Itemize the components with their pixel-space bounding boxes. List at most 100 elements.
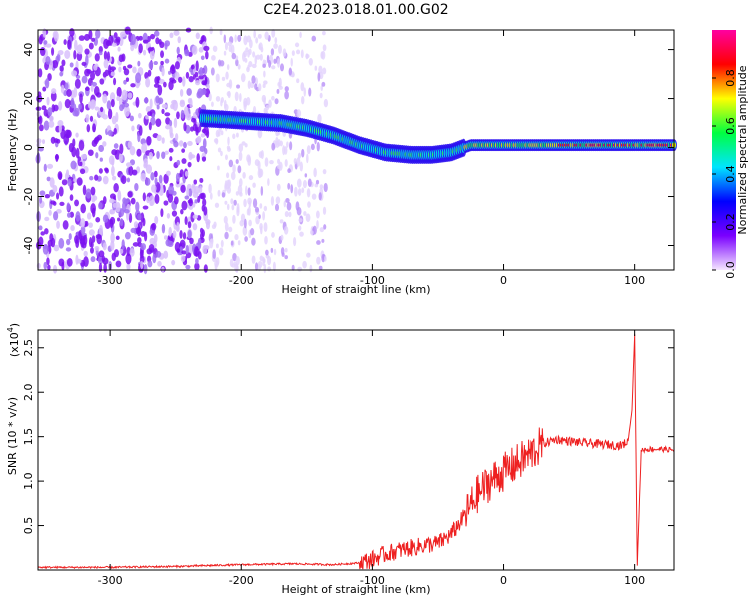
spectrogram-cell <box>135 201 140 212</box>
spectrogram-cell <box>80 225 86 235</box>
spectrogram-cell <box>238 151 243 161</box>
y-tick-label: 2.5 <box>22 339 35 357</box>
spectrogram-cell <box>140 173 147 182</box>
spectrogram-cell <box>237 34 242 42</box>
spectrogram-cell <box>111 149 118 156</box>
spectrogram-cell <box>305 53 310 59</box>
spectrogram-cell <box>39 196 43 204</box>
spectrogram-cell <box>227 41 233 47</box>
spectrogram-cell <box>180 255 186 262</box>
spectrogram-cell <box>46 257 50 266</box>
spectrogram-cell <box>55 153 59 162</box>
spectrogram-cell <box>153 233 158 244</box>
y-tick-label: 0 <box>22 144 35 151</box>
snr-panel: -300 -200 -100 0 100 0.5 1.0 1.5 2.0 2.5 Height … <box>6 323 675 596</box>
spectrogram-cell <box>274 203 280 212</box>
spectrogram-cell <box>224 200 228 205</box>
spectrogram-cell <box>52 60 59 69</box>
spectrogram-cell <box>214 202 220 208</box>
spectrogram-cell <box>150 116 156 126</box>
spectrogram-cell <box>317 72 321 82</box>
spectrogram-cell <box>129 115 134 122</box>
spectrogram-cell <box>255 37 259 44</box>
spectrogram-cell <box>79 168 86 175</box>
spectrogram-cell <box>44 78 50 89</box>
spectrogram-cell <box>230 171 236 181</box>
spectrogram-cell <box>233 199 237 206</box>
spectrogram-cell <box>171 99 178 105</box>
spectrogram-cell <box>259 255 264 262</box>
spectrogram-cell <box>323 255 327 262</box>
spectrogram-cell <box>301 95 305 105</box>
spectrogram-cell <box>113 32 118 39</box>
spectrogram-cell <box>184 49 190 57</box>
spectrogram-cell <box>244 57 248 63</box>
spectrogram-cell <box>169 32 174 39</box>
spectrogram-cell <box>234 233 239 241</box>
spectrogram-cell <box>242 225 248 236</box>
spectrogram-cell <box>322 30 326 36</box>
spectrogram-cell <box>35 106 42 111</box>
spectrogram-cell <box>232 252 237 262</box>
spectrogram-cell <box>257 33 262 39</box>
spectrogram-cell <box>73 178 78 183</box>
spectrogram-cell <box>123 209 130 214</box>
spectrogram-cell <box>186 187 190 198</box>
spectrogram-cell <box>103 50 108 61</box>
spectrogram-cell <box>160 208 164 218</box>
spectrogram-cell <box>271 231 275 238</box>
spectrogram-cell <box>175 172 180 182</box>
x-tick-label: 0 <box>500 574 507 587</box>
spectrogram-cell <box>36 152 41 164</box>
spectrogram-cell <box>200 133 206 138</box>
spectrogram-y-ticks: -40 -20 0 20 40 <box>22 43 674 254</box>
spectrogram-cell <box>201 156 207 162</box>
spectrogram-cell <box>86 124 91 133</box>
y-tick-label: 0.5 <box>22 517 35 535</box>
spectrogram-cell <box>46 163 54 169</box>
spectrogram-cell <box>181 158 187 164</box>
spectrogram-cell <box>232 164 236 174</box>
spectrogram-cell <box>229 258 234 268</box>
spectrogram-cell <box>235 159 239 164</box>
spectrogram-cell <box>195 32 200 40</box>
spectrogram-x-axis-label: Height of straight line (km) <box>281 283 430 296</box>
spectrogram-cell <box>140 138 147 145</box>
spectrogram-cell <box>161 151 166 159</box>
spectrogram-cell <box>49 177 55 188</box>
spectrogram-cell <box>127 92 133 99</box>
spectrogram-cell <box>286 201 292 211</box>
spectrogram-cell <box>127 64 133 69</box>
spectrogram-cell <box>234 34 237 43</box>
spectrogram-cell <box>130 34 136 46</box>
spectrogram-cell <box>291 264 295 271</box>
spectrogram-cell <box>258 83 262 92</box>
spectrogram-cell <box>45 55 51 65</box>
spectrogram-cell <box>291 50 295 56</box>
spectrogram-cell <box>277 81 281 87</box>
spectrogram-cell <box>176 111 180 120</box>
spectrogram-cell <box>96 234 103 245</box>
spectrogram-cell <box>153 61 159 66</box>
spectrogram-cell <box>81 75 88 84</box>
spectrogram-cell <box>119 218 124 227</box>
spectrogram-cell <box>73 87 78 98</box>
spectrogram-cell <box>299 31 302 39</box>
spectrogram-cell <box>147 47 154 52</box>
spectrogram-cell <box>46 96 50 106</box>
spectrogram-cell <box>144 72 149 80</box>
spectrogram-cell <box>93 86 100 97</box>
spectrogram-cell <box>278 44 282 54</box>
spectrogram-cell <box>178 76 183 83</box>
spectrogram-cell <box>126 177 131 183</box>
spectrogram-cell <box>44 194 51 199</box>
spectrogram-cell <box>195 257 199 265</box>
spectrogram-cell <box>64 129 71 139</box>
spectrogram-cell <box>130 44 135 52</box>
spectrogram-cell <box>108 64 112 76</box>
spectrogram-cell <box>252 106 257 115</box>
spectrogram-cell <box>219 29 223 36</box>
spectrogram-cell <box>252 182 256 188</box>
spectrogram-cell <box>142 205 149 210</box>
spectrogram-cell <box>319 92 323 99</box>
